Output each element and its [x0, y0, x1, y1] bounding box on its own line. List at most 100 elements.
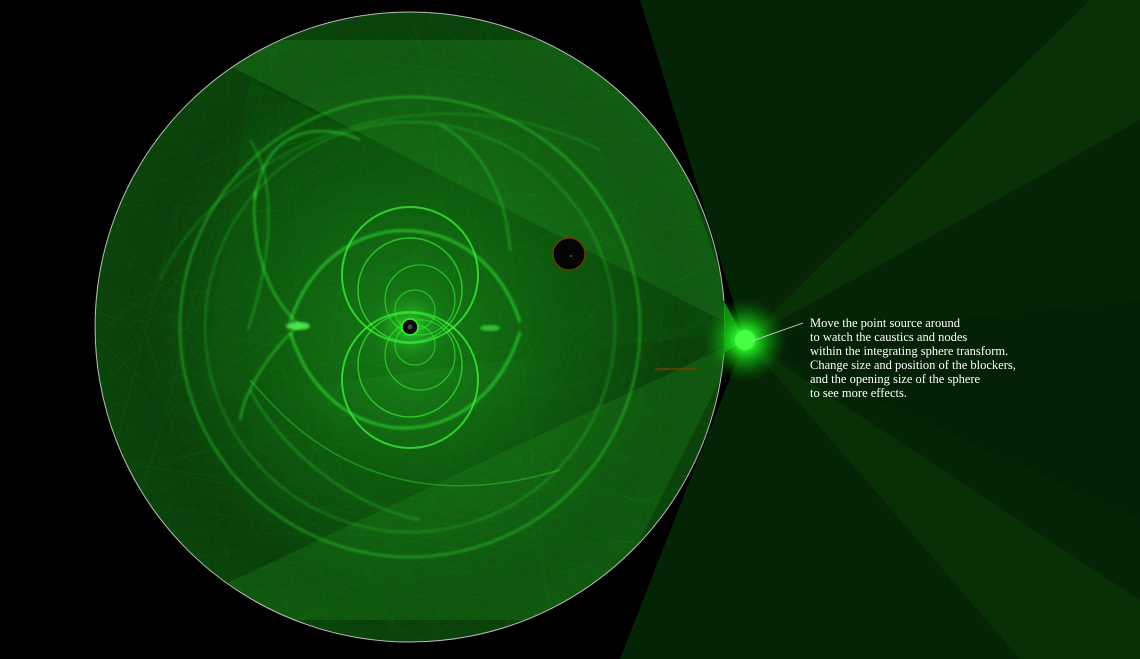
point-source[interactable]: [703, 298, 787, 382]
light-ray: [129, 316, 725, 472]
light-ray: [129, 469, 567, 601]
light-ray: [216, 306, 725, 576]
light-ray: [115, 215, 211, 571]
light-ray: [117, 113, 642, 211]
light-ray: [656, 142, 666, 523]
light-ray: [133, 80, 606, 176]
light-ray: [393, 12, 708, 431]
light-ray: [96, 359, 441, 641]
light-ray: [436, 20, 484, 641]
light-ray: [104, 134, 660, 405]
light-ray: [139, 27, 508, 167]
light-ray: [241, 60, 670, 507]
light-ray: [167, 125, 666, 143]
light-ray: [138, 12, 391, 487]
light-ray: [319, 374, 722, 629]
instruction-line: Change size and position of the blockers…: [810, 358, 1016, 372]
light-ray: [185, 46, 553, 106]
light-ray: [96, 299, 258, 603]
light-ray: [137, 168, 225, 582]
light-ray: [454, 15, 708, 431]
light-ray: [137, 485, 674, 501]
light-ray: [169, 530, 640, 543]
light-ray: [411, 12, 579, 594]
light-ray: [96, 248, 716, 301]
light-ray: [422, 12, 716, 249]
light-ray: [417, 12, 496, 631]
light-ray: [245, 427, 709, 596]
light-ray: [96, 43, 273, 361]
light-ray: [236, 63, 604, 79]
light-ray: [136, 84, 612, 484]
light-ray: [278, 40, 697, 460]
light-ray: [100, 40, 279, 388]
light-ray: [117, 14, 367, 444]
light-ray: [225, 71, 333, 633]
light-ray: [384, 66, 588, 642]
light-ray: [111, 225, 423, 642]
light-ray: [426, 12, 655, 526]
light-ray: [100, 387, 411, 642]
instruction-line: within the integrating sphere transform.: [810, 344, 1009, 358]
light-ray: [142, 49, 261, 495]
light-ray: [319, 25, 712, 418]
light-ray: [114, 116, 645, 436]
light-ray: [453, 239, 713, 640]
light-ray: [137, 485, 635, 549]
light-ray: [106, 177, 688, 243]
light-ray: [194, 494, 677, 557]
light-ray: [106, 130, 657, 413]
light-ray: [127, 359, 724, 466]
light-ray: [261, 49, 697, 196]
light-ray: [105, 407, 344, 636]
light-ray: [248, 44, 272, 598]
light-ray: [273, 43, 328, 631]
light-ray: [190, 552, 550, 610]
light-ray: [501, 25, 692, 469]
light-ray: [95, 174, 686, 318]
light-ray: [169, 123, 440, 641]
light-ray: [141, 40, 279, 492]
light-ray: [167, 125, 581, 593]
light-ray: [95, 30, 517, 334]
light-ray: [105, 245, 589, 588]
light-ray: [477, 228, 710, 635]
light-ray: [125, 462, 639, 544]
light-ray: [643, 195, 697, 539]
center-blocker[interactable]: [401, 318, 419, 336]
light-ray: [206, 221, 708, 568]
light-ray: [635, 173, 686, 547]
light-ray: [261, 48, 713, 238]
light-ray: [142, 264, 719, 494]
light-ray: [154, 498, 675, 512]
light-ray: [99, 25, 503, 273]
light-ray: [99, 31, 521, 384]
light-ray: [506, 27, 724, 358]
light-ray: [139, 24, 321, 489]
light-ray: [125, 192, 723, 366]
blocker-disc[interactable]: [552, 237, 586, 271]
light-ray: [159, 45, 551, 519]
light-ray: [173, 118, 400, 642]
light-ray: [194, 541, 641, 557]
light-ray: [96, 296, 463, 638]
light-ray: [204, 565, 605, 575]
light-ray: [267, 45, 371, 640]
light-ray: [285, 12, 387, 617]
light-ray: [101, 390, 425, 642]
light-ray: [387, 12, 724, 358]
light-ray: [384, 12, 725, 312]
light-ray: [150, 504, 611, 571]
light-ray: [111, 224, 553, 609]
light-ray: [95, 54, 569, 347]
light-ray: [299, 304, 725, 623]
light-ray: [416, 333, 725, 642]
light-ray: [126, 356, 724, 466]
annotation-pointer: [751, 322, 804, 342]
light-ray: [392, 51, 564, 642]
light-ray: [296, 32, 673, 153]
light-ray: [424, 143, 667, 642]
light-ray: [104, 21, 489, 406]
